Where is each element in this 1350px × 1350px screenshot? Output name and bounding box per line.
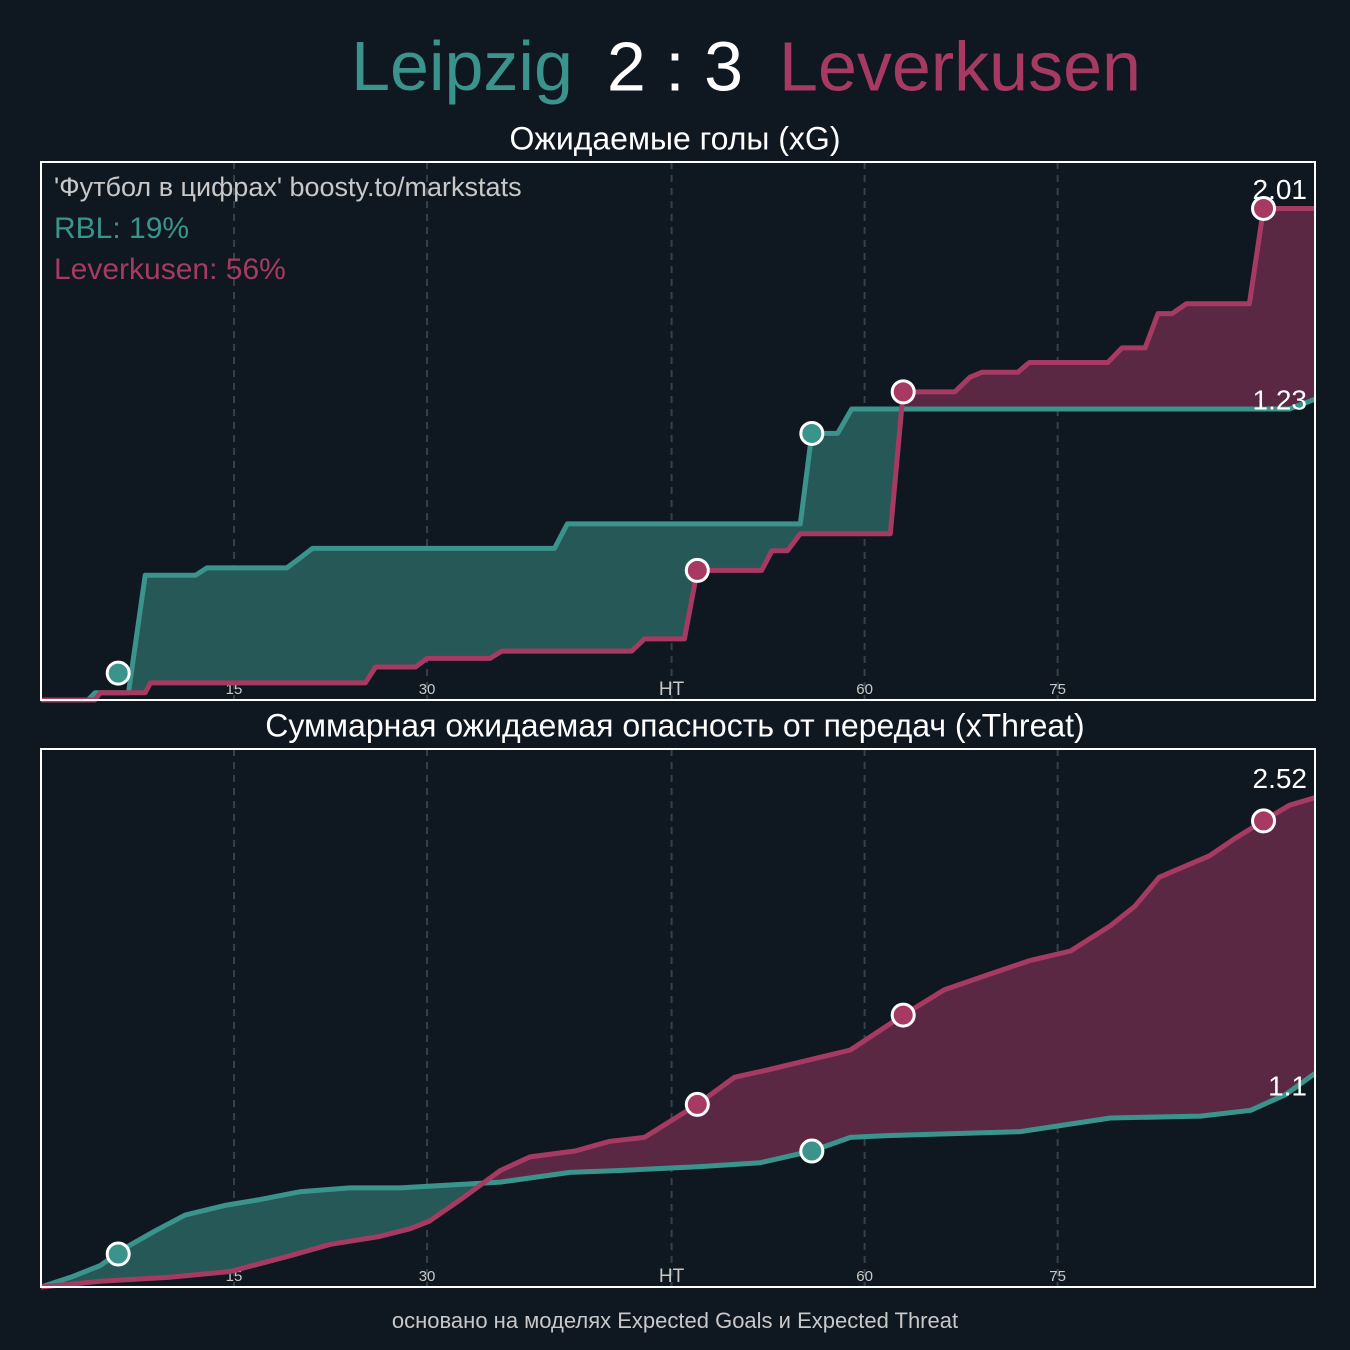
annotation: Leverkusen: 56% (54, 253, 286, 286)
goal-marker (1251, 808, 1277, 834)
x-tick-label: 60 (856, 1268, 873, 1285)
series-line (41, 206, 1315, 703)
x-tick-label: 30 (419, 681, 436, 698)
goal-marker (105, 1241, 131, 1267)
plot-frame (40, 748, 1316, 1288)
score: 2 : 3 (607, 27, 743, 105)
plot-frame (40, 161, 1316, 701)
home-team: Leipzig (351, 27, 573, 105)
goal-marker (799, 1138, 825, 1164)
goal-marker (890, 1002, 916, 1028)
end-label: 2.01 (1253, 174, 1308, 205)
goal-marker (105, 660, 131, 686)
x-tick-label: 60 (856, 681, 873, 698)
series-line (40, 795, 1316, 1290)
end-label: 1.23 (1253, 385, 1308, 416)
footer-note: основано на моделях Expected Goals и Exp… (392, 1308, 958, 1333)
x-tick-label: 75 (1049, 1268, 1066, 1285)
x-tick-label: HT (659, 679, 685, 700)
goal-marker (684, 557, 710, 583)
away-team: Leverkusen (779, 27, 1141, 105)
goal-marker (799, 420, 825, 446)
goal-marker (684, 1091, 710, 1117)
area-fill (41, 399, 1315, 700)
x-tick-label: HT (659, 1266, 685, 1287)
area-fill (41, 1073, 1315, 1287)
series-line (40, 1071, 1317, 1290)
x-tick-label: 75 (1049, 681, 1066, 698)
goal-marker (1251, 195, 1277, 221)
annotation: RBL: 19% (54, 212, 189, 245)
annotation: 'Футбол в цифрах' boosty.to/markstats (54, 172, 522, 202)
end-label: 2.52 (1253, 763, 1308, 794)
goal-marker (890, 379, 916, 405)
panel-title: Суммарная ожидаемая опасность от передач… (265, 707, 1084, 743)
panel-title: Ожидаемые голы (xG) (510, 120, 841, 156)
match-title: Leipzig (351, 27, 573, 105)
x-tick-label: 30 (419, 1268, 436, 1285)
end-label: 1.1 (1268, 1071, 1307, 1102)
